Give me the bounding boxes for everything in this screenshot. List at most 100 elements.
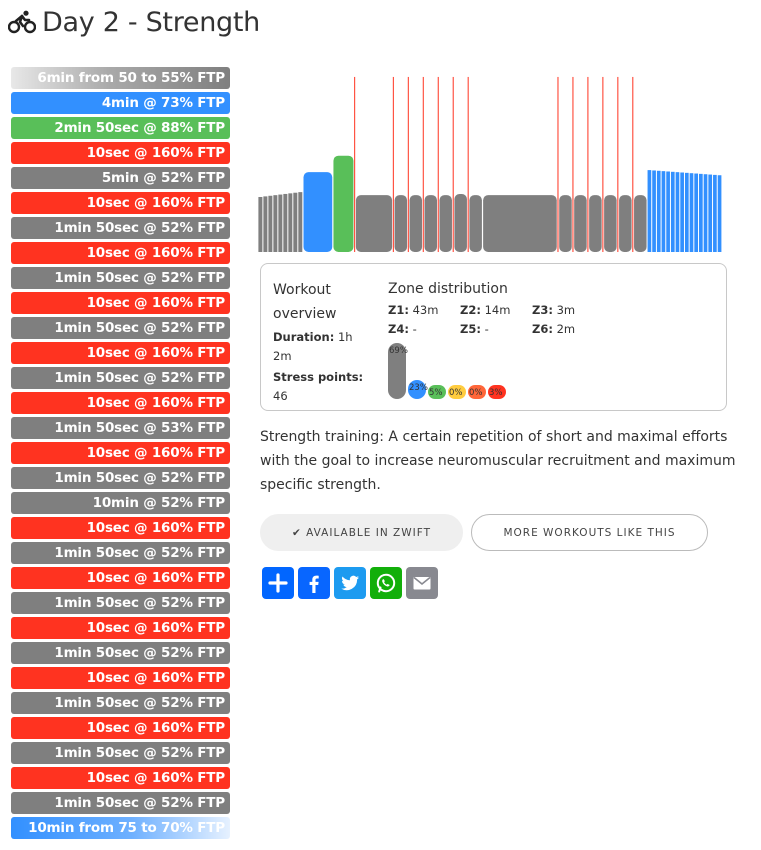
workout-step[interactable]: 10min from 75 to 70% FTP [11, 817, 230, 839]
workout-interval-bar [574, 195, 587, 252]
zone-pill-z2 [408, 380, 426, 399]
workout-interval-bar [439, 195, 452, 252]
workout-overview-card: Workout overview Duration: 1h 2m Stress … [260, 263, 727, 411]
workout-step[interactable]: 1min 50sec @ 52% FTP [11, 592, 230, 614]
workout-sprint-bar [437, 76, 439, 252]
workout-sprint-bar [452, 76, 454, 252]
workout-step[interactable]: 6min from 50 to 55% FTP [11, 67, 230, 89]
workout-ramp-bar [699, 173, 703, 252]
cyclist-icon [8, 10, 36, 34]
workout-sprint-bar [467, 76, 469, 252]
workout-ramp-bar [680, 172, 684, 252]
page-header: Day 2 - Strength [8, 4, 260, 40]
workout-ramp-bar [717, 175, 722, 252]
workout-sprint-bar [587, 76, 589, 252]
workout-ramp-bar [689, 173, 694, 252]
workout-interval-bar [355, 195, 393, 252]
workout-step[interactable]: 10min @ 52% FTP [11, 492, 230, 514]
zone-percentage-chart: 69% 23% 5% 0% 0% 3% [388, 339, 548, 399]
zone-time-label: Z3: [532, 303, 553, 317]
workout-step[interactable]: 2min 50sec @ 88% FTP [11, 117, 230, 139]
workout-interval-bar [619, 195, 632, 252]
workout-step[interactable]: 4min @ 73% FTP [11, 92, 230, 114]
workout-step[interactable]: 10sec @ 160% FTP [11, 292, 230, 314]
workout-step[interactable]: 10sec @ 160% FTP [11, 192, 230, 214]
twitter-icon [341, 575, 359, 591]
workout-ramp-bar [708, 174, 713, 252]
workout-step[interactable]: 1min 50sec @ 52% FTP [11, 642, 230, 664]
workout-step[interactable]: 10sec @ 160% FTP [11, 667, 230, 689]
workout-ramp-bar [661, 171, 666, 252]
zone-time: Z2: 14m [460, 302, 532, 319]
stress-value: 46 [273, 389, 288, 403]
zone-time-value: 2m [552, 322, 576, 336]
workout-step[interactable]: 1min 50sec @ 52% FTP [11, 267, 230, 289]
zone-time: Z5: - [460, 321, 532, 338]
workout-ramp-bar [713, 174, 717, 252]
workout-step[interactable]: 1min 50sec @ 52% FTP [11, 217, 230, 239]
zone-time-label: Z6: [532, 322, 553, 336]
workout-step[interactable]: 10sec @ 160% FTP [11, 392, 230, 414]
workout-interval-bar [424, 195, 438, 252]
stress-label: Stress points: [273, 370, 364, 384]
workout-step[interactable]: 1min 50sec @ 52% FTP [11, 317, 230, 339]
facebook-icon [309, 575, 319, 593]
zone-time-label: Z5: [460, 322, 481, 336]
workout-step[interactable]: 10sec @ 160% FTP [11, 442, 230, 464]
workout-sprint-bar [602, 76, 604, 252]
workout-ramp-bar [263, 196, 268, 252]
workout-ramp-bar [293, 192, 298, 252]
workout-interval-bar [333, 155, 354, 252]
more-workouts-button[interactable]: MORE WORKOUTS LIKE THIS [471, 514, 708, 551]
zone-time-value: - [480, 322, 489, 336]
zone-time-label: Z1: [388, 303, 409, 317]
workout-interval-bar [604, 195, 617, 252]
workout-ramp-bar [694, 173, 699, 252]
zone-distribution: Zone distribution Z1: 43m Z2: 14m Z3: 3m Z4… [388, 278, 718, 338]
duration-value: 1h 2m [273, 330, 353, 363]
zone-pill-label: 5% [429, 388, 443, 398]
facebook-share-button[interactable] [298, 567, 330, 599]
zone-pill-label: 0% [469, 388, 483, 398]
available-in-zwift-button[interactable]: ✔ AVAILABLE IN ZWIFT [260, 514, 463, 551]
zone-times: Z1: 43m Z2: 14m Z3: 3m Z4: - Z5: - Z6: 2m [388, 302, 718, 338]
workout-step[interactable]: 10sec @ 160% FTP [11, 342, 230, 364]
workout-step[interactable]: 10sec @ 160% FTP [11, 617, 230, 639]
workout-ramp-bar [652, 170, 656, 252]
workout-step[interactable]: 1min 50sec @ 52% FTP [11, 742, 230, 764]
workout-sprint-bar [572, 76, 574, 252]
share-share-button[interactable] [262, 567, 294, 599]
zone-distribution-title: Zone distribution [388, 281, 508, 297]
workout-ramp-bar [647, 170, 652, 252]
workout-step[interactable]: 1min 50sec @ 52% FTP [11, 792, 230, 814]
workout-step[interactable]: 5min @ 52% FTP [11, 167, 230, 189]
workout-sprint-bar [632, 76, 634, 252]
email-share-button[interactable] [406, 567, 438, 599]
zone-time: Z3: 3m [532, 302, 604, 319]
whatsapp-share-button[interactable] [370, 567, 402, 599]
share-icon [268, 573, 288, 593]
workout-step[interactable]: 10sec @ 160% FTP [11, 142, 230, 164]
workout-step[interactable]: 1min 50sec @ 52% FTP [11, 367, 230, 389]
workout-ramp-bar [288, 193, 293, 252]
workout-step[interactable]: 1min 50sec @ 53% FTP [11, 417, 230, 439]
workout-ramp-bar [298, 192, 303, 252]
workout-step[interactable]: 10sec @ 160% FTP [11, 717, 230, 739]
whatsapp-icon [376, 573, 396, 593]
zone-time-value: 14m [480, 303, 511, 317]
workout-interval-bar [409, 195, 423, 252]
workout-step[interactable]: 10sec @ 160% FTP [11, 567, 230, 589]
workout-step[interactable]: 10sec @ 160% FTP [11, 767, 230, 789]
zone-pill-label: 3% [489, 388, 503, 398]
workout-step[interactable]: 10sec @ 160% FTP [11, 517, 230, 539]
twitter-share-button[interactable] [334, 567, 366, 599]
zone-time-value: 43m [408, 303, 439, 317]
workout-ramp-bar [684, 172, 689, 252]
workout-step[interactable]: 1min 50sec @ 52% FTP [11, 692, 230, 714]
workout-step[interactable]: 10sec @ 160% FTP [11, 242, 230, 264]
workout-step[interactable]: 1min 50sec @ 52% FTP [11, 467, 230, 489]
workout-step[interactable]: 1min 50sec @ 52% FTP [11, 542, 230, 564]
zone-pill-z3 [428, 385, 446, 399]
page-title: Day 2 - Strength [42, 6, 260, 38]
zone-pill-z4 [448, 385, 466, 399]
